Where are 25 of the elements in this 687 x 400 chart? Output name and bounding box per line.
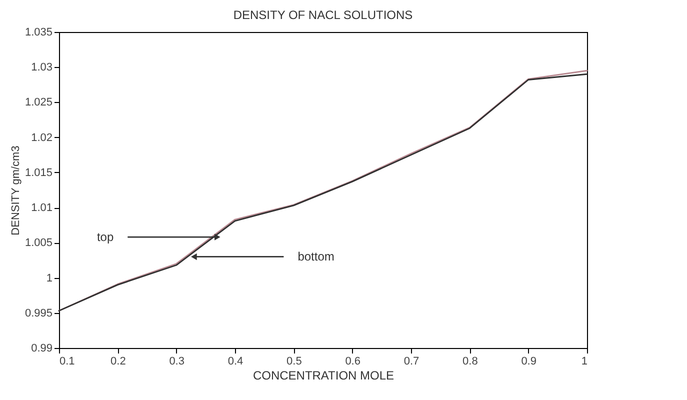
y-tick-label: 1 (46, 272, 52, 284)
x-tick-label: 0.8 (462, 356, 478, 368)
x-tick-label: 0.3 (169, 356, 184, 368)
chart-title: DENSITY OF NACL SOLUTIONS (233, 8, 413, 22)
y-tick-label: 1.015 (24, 166, 52, 179)
y-tick-label: 0.995 (24, 307, 52, 320)
x-tick-label: 0.1 (60, 356, 75, 368)
y-tick-label: 1.03 (31, 62, 52, 74)
x-tick-label: 0.5 (286, 356, 302, 368)
y-tick-label: 1.01 (31, 202, 52, 214)
x-tick-label: 0.7 (404, 356, 420, 368)
y-tick-label: 0.99 (31, 342, 52, 354)
x-tick-label: 0.4 (228, 356, 244, 368)
x-tick-label: 1 (581, 356, 588, 368)
x-axis-title: CONCENTRATION MOLE (252, 368, 394, 382)
y-tick-label: 1.02 (31, 132, 52, 144)
y-tick-label: 1.025 (24, 96, 52, 109)
y-tick-label: 1.005 (24, 237, 52, 250)
x-tick-label: 0.6 (345, 356, 360, 368)
x-tick-label: 0.9 (521, 356, 536, 368)
y-tick-label: 1.035 (24, 26, 52, 38)
annotation: top (96, 230, 114, 244)
y-axis-title: DENSITY gm/cm3 (10, 146, 22, 236)
x-tick-label: 0.2 (110, 356, 126, 368)
annotation: bottom (298, 250, 334, 264)
